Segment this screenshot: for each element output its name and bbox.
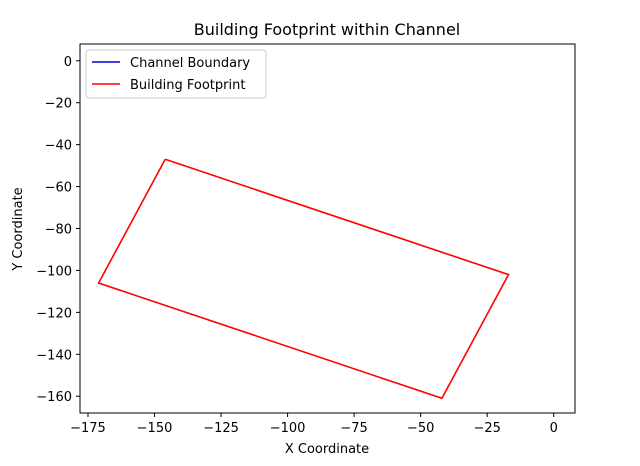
x-tick-label: −150 — [137, 421, 173, 436]
x-tick-label: −50 — [407, 421, 434, 436]
series-layer — [97, 158, 510, 400]
y-tick-label: −20 — [45, 97, 72, 112]
x-tick-label: −100 — [270, 421, 306, 436]
legend: Channel Boundary Building Footprint — [85, 49, 267, 99]
y-axis-label: Y Coordinate — [11, 187, 26, 271]
x-tick-label: −75 — [340, 421, 367, 436]
x-tick-label: −25 — [473, 421, 500, 436]
y-tick-label: 0 — [64, 55, 72, 70]
x-tick-label: −125 — [203, 421, 239, 436]
y-tick-label: −140 — [36, 348, 72, 363]
legend-label-building-footprint: Building Footprint — [130, 78, 245, 93]
x-axis-label: X Coordinate — [285, 442, 369, 457]
y-tick-label: −120 — [36, 306, 72, 321]
x-tick-label: 0 — [550, 421, 558, 436]
y-tick-label: −80 — [45, 223, 72, 238]
y-tick-label: −100 — [36, 264, 72, 279]
series-line-building-footprint — [97, 158, 510, 400]
y-tick-label: −60 — [45, 181, 72, 196]
plot-area — [79, 43, 576, 414]
legend-label-channel-boundary: Channel Boundary — [130, 56, 250, 71]
y-axis-ticks: 0 −20 −40 −60 −80 −100 −120 −140 −160 — [36, 55, 80, 405]
legend-frame — [85, 49, 267, 99]
y-tick-label: −160 — [36, 390, 72, 405]
axes-frame — [79, 43, 576, 414]
x-tick-label: −175 — [70, 421, 106, 436]
chart-title: Building Footprint within Channel — [194, 20, 460, 39]
x-axis-ticks: −175 −150 −125 −100 −75 −50 −25 0 — [70, 413, 558, 436]
y-tick-label: −40 — [45, 139, 72, 154]
